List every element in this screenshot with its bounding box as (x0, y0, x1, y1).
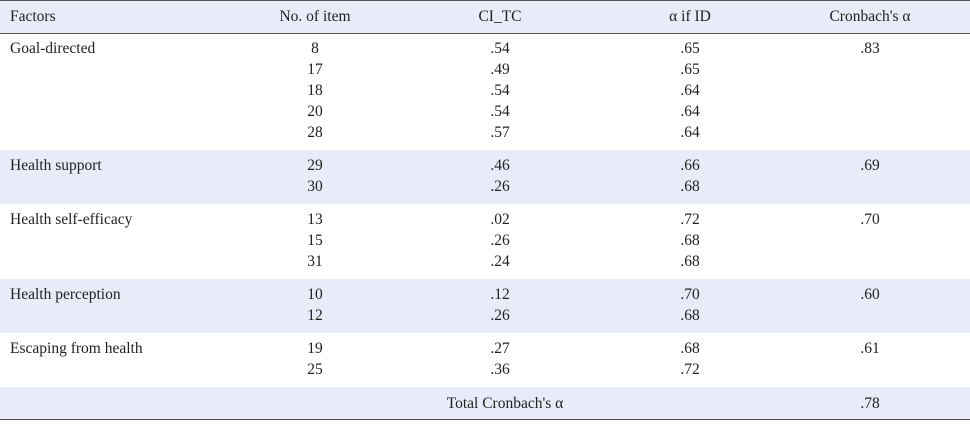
header-cell: CI_TC (478, 8, 522, 25)
item-cell: 20 (307, 103, 323, 120)
item-cell: .68 (680, 340, 700, 357)
alpha: .60 (860, 286, 880, 303)
item-cell: .68 (680, 253, 700, 270)
alpha: .61 (860, 340, 880, 357)
item-cell: 15 (307, 232, 323, 249)
item-cell: .46 (490, 157, 510, 174)
alpha: .83 (860, 40, 880, 57)
item-cell: .66 (680, 157, 700, 174)
factor: Goal-directed (10, 40, 96, 57)
item-cell: .26 (490, 178, 510, 195)
item-cell: .72 (680, 211, 700, 228)
item-cell: .72 (680, 361, 700, 378)
total-row: Total Cronbach's α .78 (0, 387, 970, 419)
header-rule (0, 33, 970, 34)
alpha: .70 (860, 211, 880, 228)
item-cell: 13 (307, 211, 323, 228)
item-cell: .24 (490, 253, 510, 270)
item-cell: 31 (307, 253, 323, 270)
item-cell: .12 (490, 286, 510, 303)
item-cell: .57 (490, 124, 510, 141)
header-cell: No. of item (279, 8, 351, 25)
item-cell: 10 (307, 286, 323, 303)
header-cell: Factors (10, 8, 56, 25)
item-cell: .64 (680, 124, 700, 141)
group-row: Health perception 10 .12 .70 12 .26 .68 .60 (0, 279, 970, 333)
top-rule (0, 0, 970, 1)
bottom-rule (0, 419, 970, 420)
total-value: .78 (860, 395, 880, 412)
group-row: Goal-directed 8 .54 .65 17 .49 .65 18 .54 .64 20 .5… (0, 33, 970, 150)
group-row: Health support 29 .46 .66 30 .26 .68 .69 (0, 150, 970, 204)
factor: Health perception (10, 286, 121, 303)
item-cell: 28 (307, 124, 323, 141)
item-cell: .70 (680, 286, 700, 303)
item-cell: .68 (680, 178, 700, 195)
item-cell: .64 (680, 103, 700, 120)
item-cell: .27 (490, 340, 510, 357)
header-cell: α if ID (669, 8, 711, 25)
header-row: Factors No. of item CI_TC α if ID Cronbach's… (0, 1, 970, 33)
item-cell: 8 (311, 40, 319, 57)
item-cell: .49 (490, 61, 510, 78)
item-cell: .26 (490, 307, 510, 324)
item-cell: .68 (680, 307, 700, 324)
item-cell: .54 (490, 82, 510, 99)
item-cell: 17 (307, 61, 323, 78)
factor: Health support (10, 157, 102, 174)
total-label: Total Cronbach's α (446, 395, 564, 412)
item-cell: .65 (680, 40, 700, 57)
group-row: Health self-efficacy 13 .02 .72 15 .26 .68 31 .2… (0, 204, 970, 279)
item-cell: .65 (680, 61, 700, 78)
item-cell: 30 (307, 178, 323, 195)
factor: Health self-efficacy (10, 211, 133, 228)
group-row: Escaping from health 19 .27 .68 25 .36 .72 .61 (0, 333, 970, 387)
item-cell: 19 (307, 340, 323, 357)
item-cell: .64 (680, 82, 700, 99)
item-cell: .68 (680, 232, 700, 249)
item-cell: .54 (490, 103, 510, 120)
header-cell: Cronbach's α (829, 8, 911, 25)
item-cell: .54 (490, 40, 510, 57)
item-cell: 25 (307, 361, 323, 378)
item-cell: 12 (307, 307, 323, 324)
item-cell: 18 (307, 82, 323, 99)
item-cell: .36 (490, 361, 510, 378)
item-cell: 29 (307, 157, 323, 174)
factor: Escaping from health (10, 340, 143, 357)
item-cell: .26 (490, 232, 510, 249)
alpha: .69 (860, 157, 880, 174)
item-cell: .02 (490, 211, 510, 228)
